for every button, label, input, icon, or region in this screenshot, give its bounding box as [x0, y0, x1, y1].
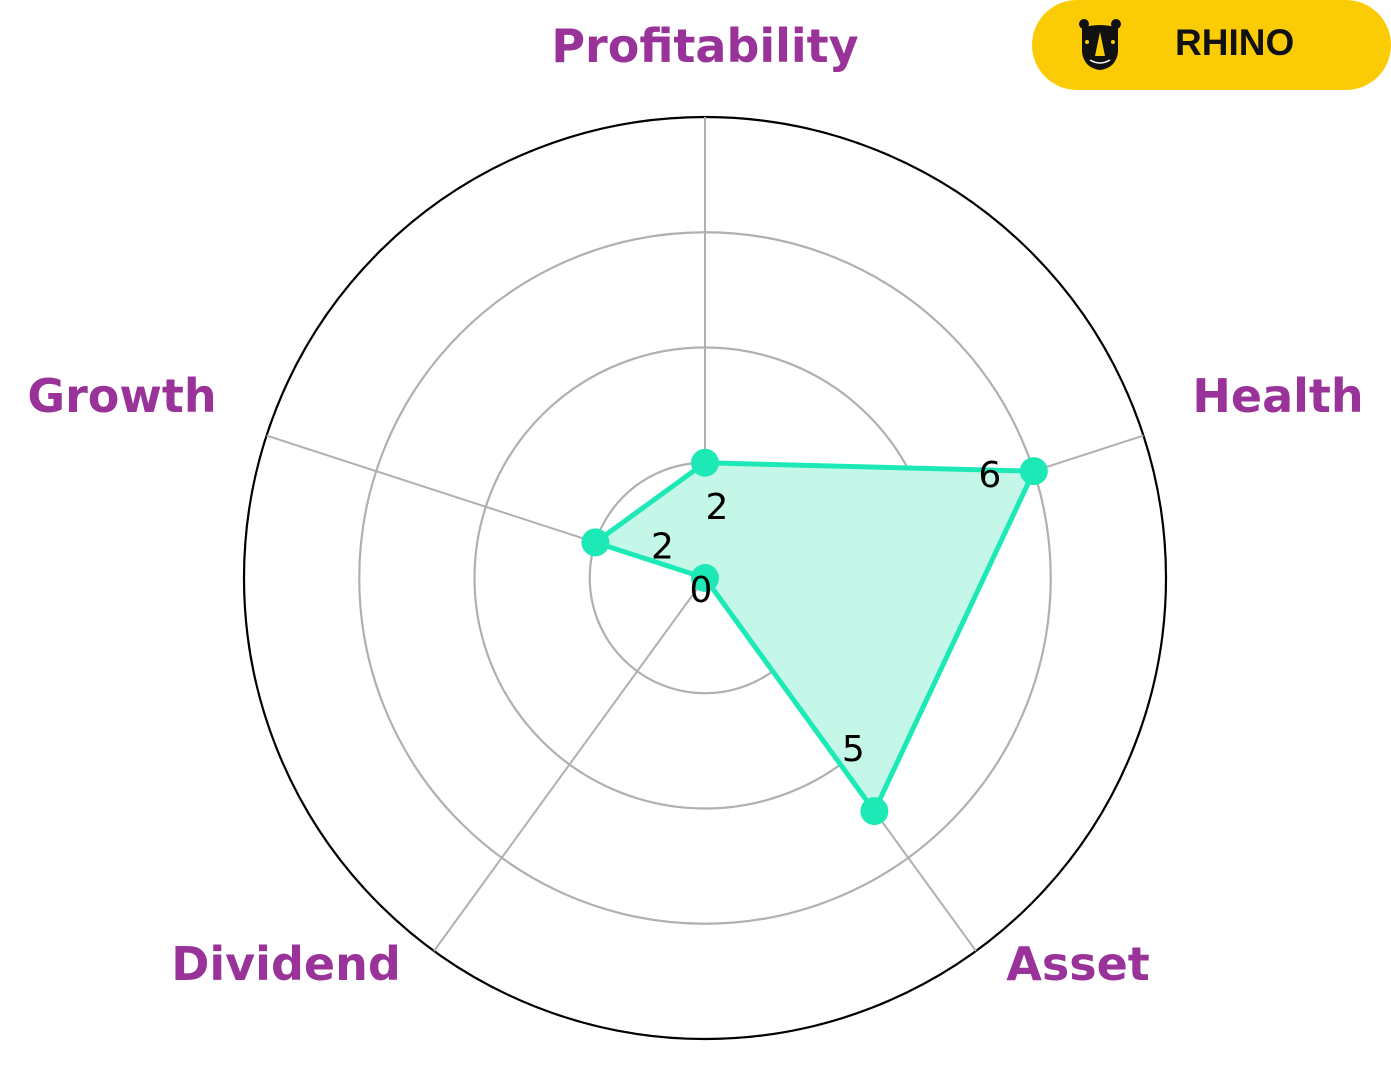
data-label: 5: [842, 729, 865, 770]
data-point: [1019, 457, 1048, 486]
category-label: Profitability: [551, 19, 858, 73]
logo-text: RHINO: [1175, 22, 1295, 63]
series-area: [592, 460, 1037, 814]
data-point: [860, 797, 889, 826]
axis-line: [433, 577, 706, 952]
category-label: Health: [1192, 369, 1363, 423]
data-label: 2: [651, 526, 674, 567]
data-point: [581, 528, 610, 557]
data-label: 0: [690, 570, 713, 611]
category-label: Asset: [1006, 937, 1150, 991]
data-point: [691, 564, 719, 592]
rhino-icon: [1079, 19, 1121, 70]
category-label: Growth: [27, 369, 216, 423]
rhino-logo-badge: RHINO: [1032, 0, 1391, 90]
data-point: [691, 448, 719, 477]
data-label: 6: [978, 455, 1001, 496]
category-label: Dividend: [171, 937, 401, 991]
data-label: 2: [706, 487, 729, 528]
